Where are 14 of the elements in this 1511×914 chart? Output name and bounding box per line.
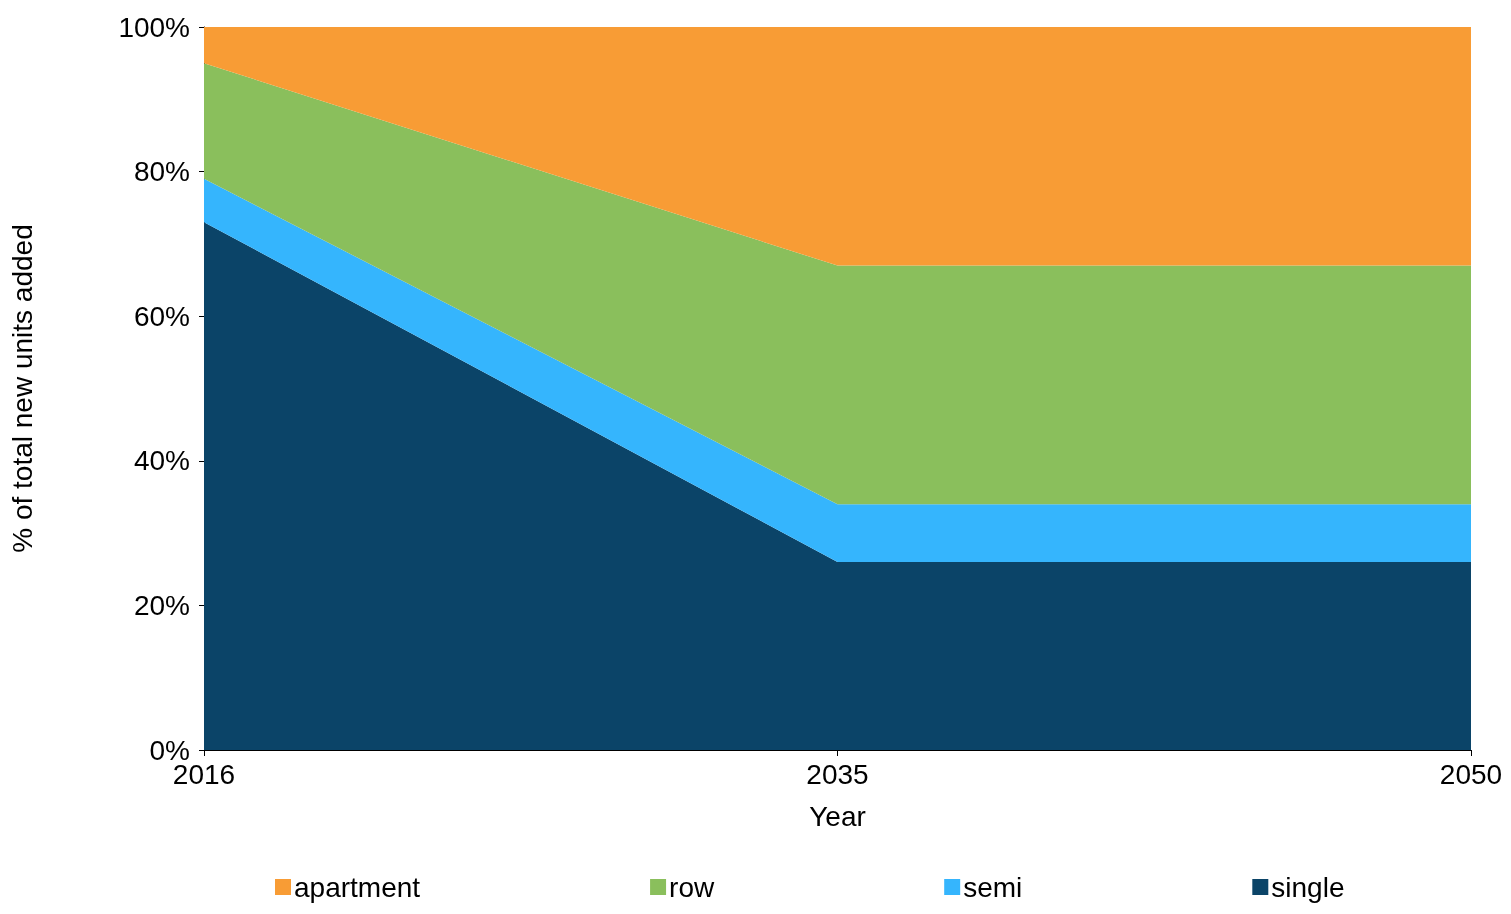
y-tick-label: 100% [118, 11, 190, 43]
x-tick-label: 2050 [1439, 758, 1503, 790]
y-tick-label: 60% [133, 300, 190, 332]
y-tick-label: 40% [133, 445, 190, 477]
y-tick-label: 20% [133, 589, 190, 621]
x-axis-title: Year [809, 800, 866, 832]
legend-label: row [669, 871, 715, 903]
legend-label: single [1271, 871, 1345, 903]
y-tick-label: 80% [133, 156, 190, 188]
x-tick-label: 2035 [806, 758, 869, 790]
legend-label: apartment [294, 871, 421, 903]
y-tick-label: 0% [149, 734, 190, 766]
y-axis-title: % of total new units added [6, 224, 38, 553]
legend-label: semi [963, 871, 1023, 903]
